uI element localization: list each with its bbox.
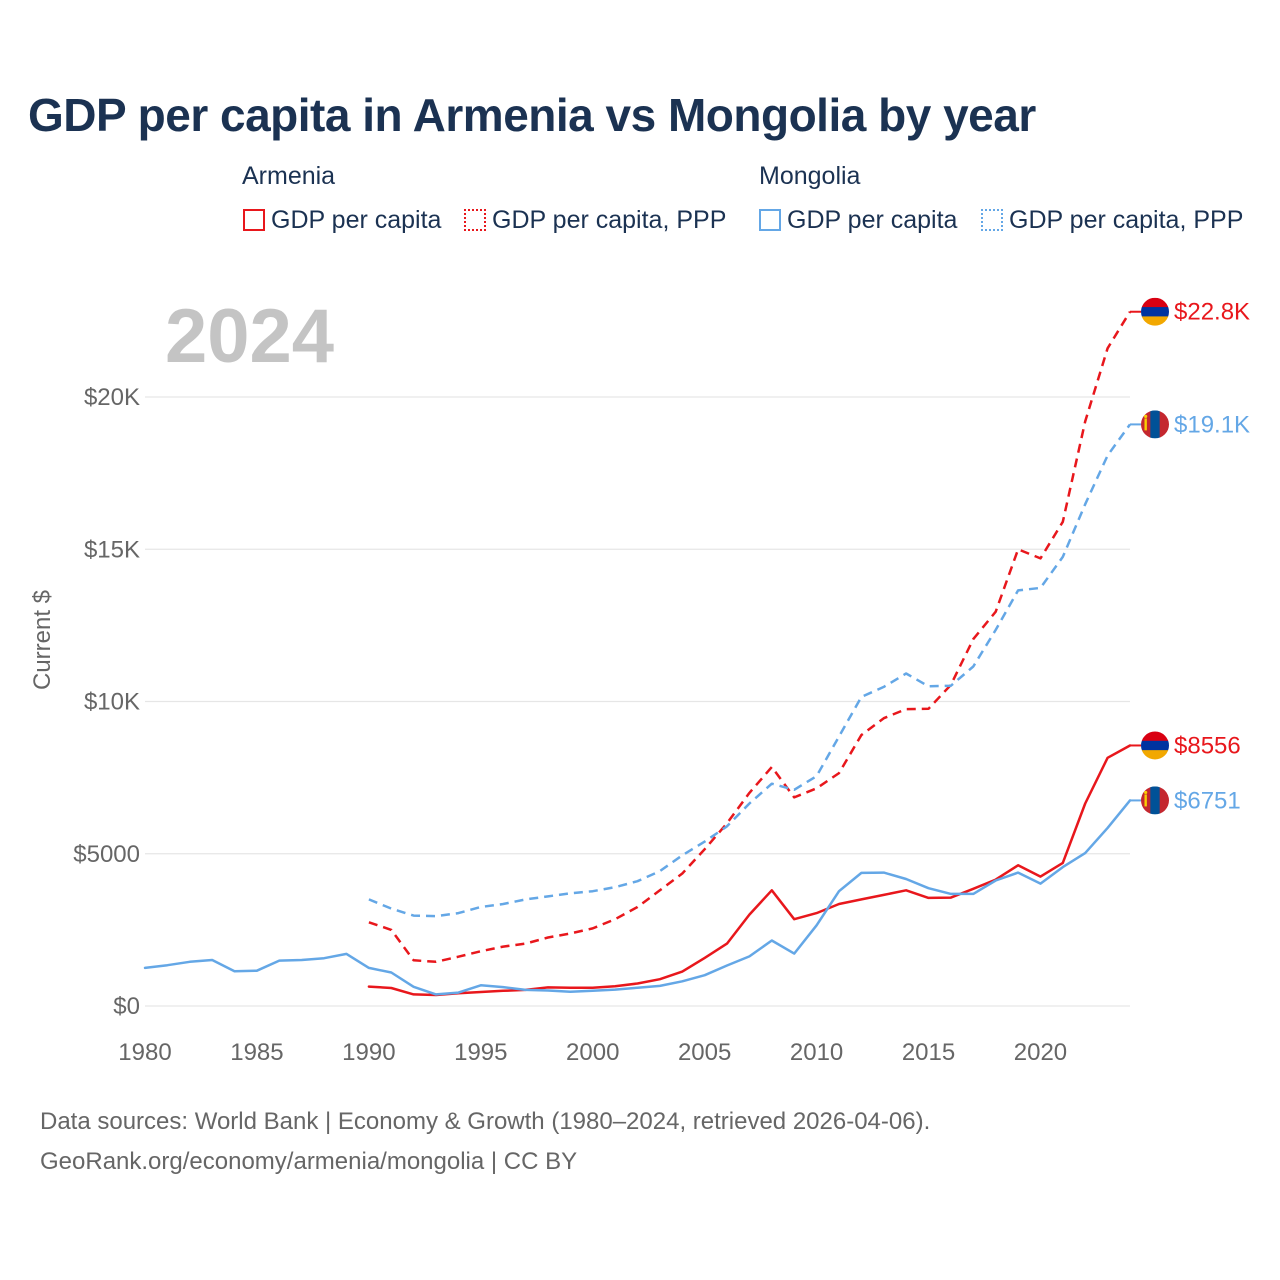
- gridlines: [145, 396, 1130, 1007]
- x-tick-label: 1985: [230, 1039, 283, 1066]
- legend-label: GDP per capita: [271, 205, 442, 234]
- y-tick-label: $0: [113, 993, 140, 1020]
- end-labels: $8556 $22.8K $6751 $19.1K: [1130, 297, 1250, 815]
- legend-group-mongolia: Mongolia: [759, 162, 861, 190]
- y-tick-label: $10K: [84, 689, 140, 716]
- end-value-label: $22.8K: [1174, 299, 1250, 326]
- x-tick-label: 1990: [342, 1039, 395, 1066]
- legend-item-armenia-gdp-ppp[interactable]: GDP per capita, PPP: [464, 204, 726, 236]
- legend-item-armenia-gdp[interactable]: GDP per capita: [243, 204, 441, 236]
- legend-item-mongolia-gdp-ppp[interactable]: GDP per capita, PPP: [981, 204, 1243, 236]
- x-tick-label: 1995: [454, 1039, 507, 1066]
- x-tick-label: 2005: [678, 1039, 731, 1066]
- end-value-label: $8556: [1174, 732, 1241, 759]
- legend-swatch-solid-red: [243, 209, 265, 231]
- x-axis-ticks: 1980 1985 1990 1995 2000 2005 2010 2015 2020: [118, 1039, 1067, 1066]
- y-tick-label: $15K: [84, 536, 140, 563]
- y-tick-label: $5000: [73, 841, 140, 868]
- legend-swatch-dotted-blue: [981, 209, 1003, 231]
- x-tick-label: 2015: [902, 1039, 955, 1066]
- year-watermark: 2024: [165, 294, 334, 379]
- y-axis-title: Current $: [29, 590, 56, 690]
- x-tick-label: 2010: [790, 1039, 843, 1066]
- chart-title: GDP per capita in Armenia vs Mongolia by…: [28, 89, 1036, 141]
- series-lines: [143, 311, 1132, 997]
- y-axis-ticks: $0 $5000 $10K $15K $20K: [73, 384, 140, 1020]
- footer-credit: GeoRank.org/economy/armenia/mongolia | C…: [40, 1148, 578, 1175]
- series-line-mongolia-gdp-per-capita: [143, 799, 1132, 996]
- x-tick-label: 1980: [118, 1039, 171, 1066]
- end-value-label: $6751: [1174, 787, 1241, 814]
- y-tick-label: $20K: [84, 384, 140, 411]
- legend-swatch-solid-blue: [759, 209, 781, 231]
- footer-sources: Data sources: World Bank | Economy & Gro…: [40, 1108, 931, 1135]
- x-tick-label: 2000: [566, 1039, 619, 1066]
- mongolia-flag-icon: [1141, 786, 1169, 815]
- series-line-armenia-gdp-per-capita-ppp: [368, 311, 1132, 964]
- legend-label: GDP per capita, PPP: [492, 205, 727, 234]
- end-value-label: $19.1K: [1174, 411, 1250, 438]
- legend-label: GDP per capita: [787, 205, 958, 234]
- legend-swatch-dotted-red: [464, 209, 486, 231]
- series-line-mongolia-gdp-per-capita-ppp: [368, 423, 1132, 918]
- armenia-flag-icon: [1141, 297, 1169, 326]
- series-line-armenia-gdp-per-capita: [367, 744, 1132, 997]
- armenia-flag-icon: [1141, 731, 1169, 760]
- legend-group-armenia: Armenia: [242, 162, 336, 190]
- legend-label: GDP per capita, PPP: [1009, 205, 1244, 234]
- legend-item-mongolia-gdp[interactable]: GDP per capita: [759, 204, 957, 236]
- mongolia-flag-icon: [1141, 410, 1169, 439]
- x-tick-label: 2020: [1014, 1039, 1067, 1066]
